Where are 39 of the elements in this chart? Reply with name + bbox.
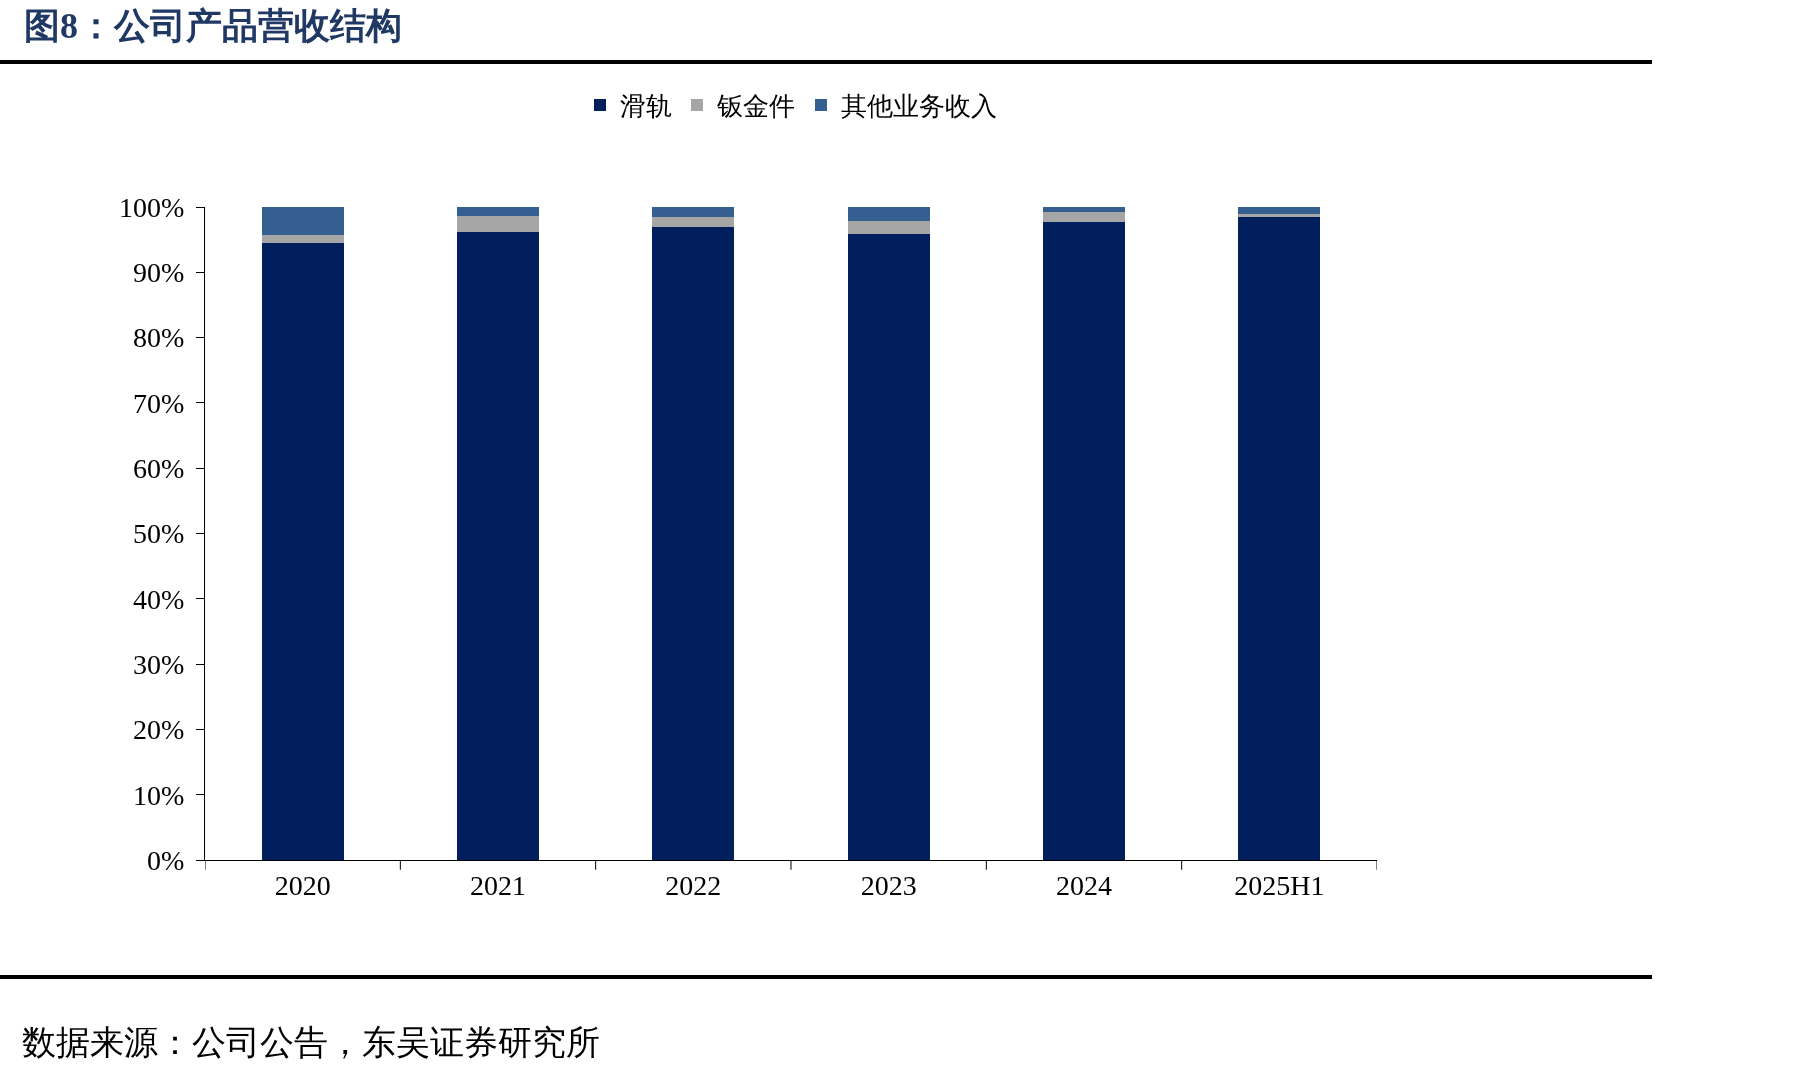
bar (456, 231, 540, 860)
x-tick-label: 2024 (1056, 869, 1112, 901)
y-tick-label: 100% (119, 191, 185, 223)
y-tick-label: 40% (133, 583, 185, 615)
bar (1238, 217, 1321, 860)
bar (261, 235, 344, 243)
bar (847, 220, 930, 235)
y-tick-label: 90% (133, 257, 185, 289)
x-tick-label: 2025H1 (1234, 869, 1325, 901)
y-tick-label: 10% (133, 779, 185, 811)
y-tick-label: 60% (133, 453, 185, 484)
bar (261, 242, 344, 860)
x-tick-label: 2023 (860, 869, 917, 901)
chart-title: 图8：公司产品营收结构 (24, 5, 402, 48)
bar (652, 207, 735, 217)
bar (1042, 212, 1126, 223)
bar (847, 207, 930, 221)
bar (261, 207, 344, 236)
bar (1042, 222, 1126, 860)
x-tick-label: 2021 (470, 869, 526, 901)
y-tick-label: 0% (147, 844, 185, 876)
bar (847, 234, 930, 860)
y-tick-label: 70% (133, 387, 185, 419)
y-tick-label: 50% (133, 518, 185, 550)
y-tick-label: 30% (133, 648, 185, 680)
y-tick-label: 20% (133, 714, 185, 746)
x-tick-label: 2020 (274, 869, 331, 901)
bar (1042, 207, 1126, 213)
bar (456, 207, 540, 217)
legend-label: 钣金件 (716, 92, 795, 122)
legend-label: 其他业务收入 (841, 92, 997, 122)
bar (456, 216, 540, 232)
source-note: 数据来源：公司公告，东吴证券研究所 (22, 1023, 600, 1063)
bar (652, 216, 735, 228)
x-tick-label: 2022 (665, 869, 722, 901)
bar (1238, 207, 1321, 214)
bar (652, 227, 735, 860)
y-tick-label: 80% (133, 322, 185, 354)
legend-label: 滑轨 (620, 92, 672, 122)
